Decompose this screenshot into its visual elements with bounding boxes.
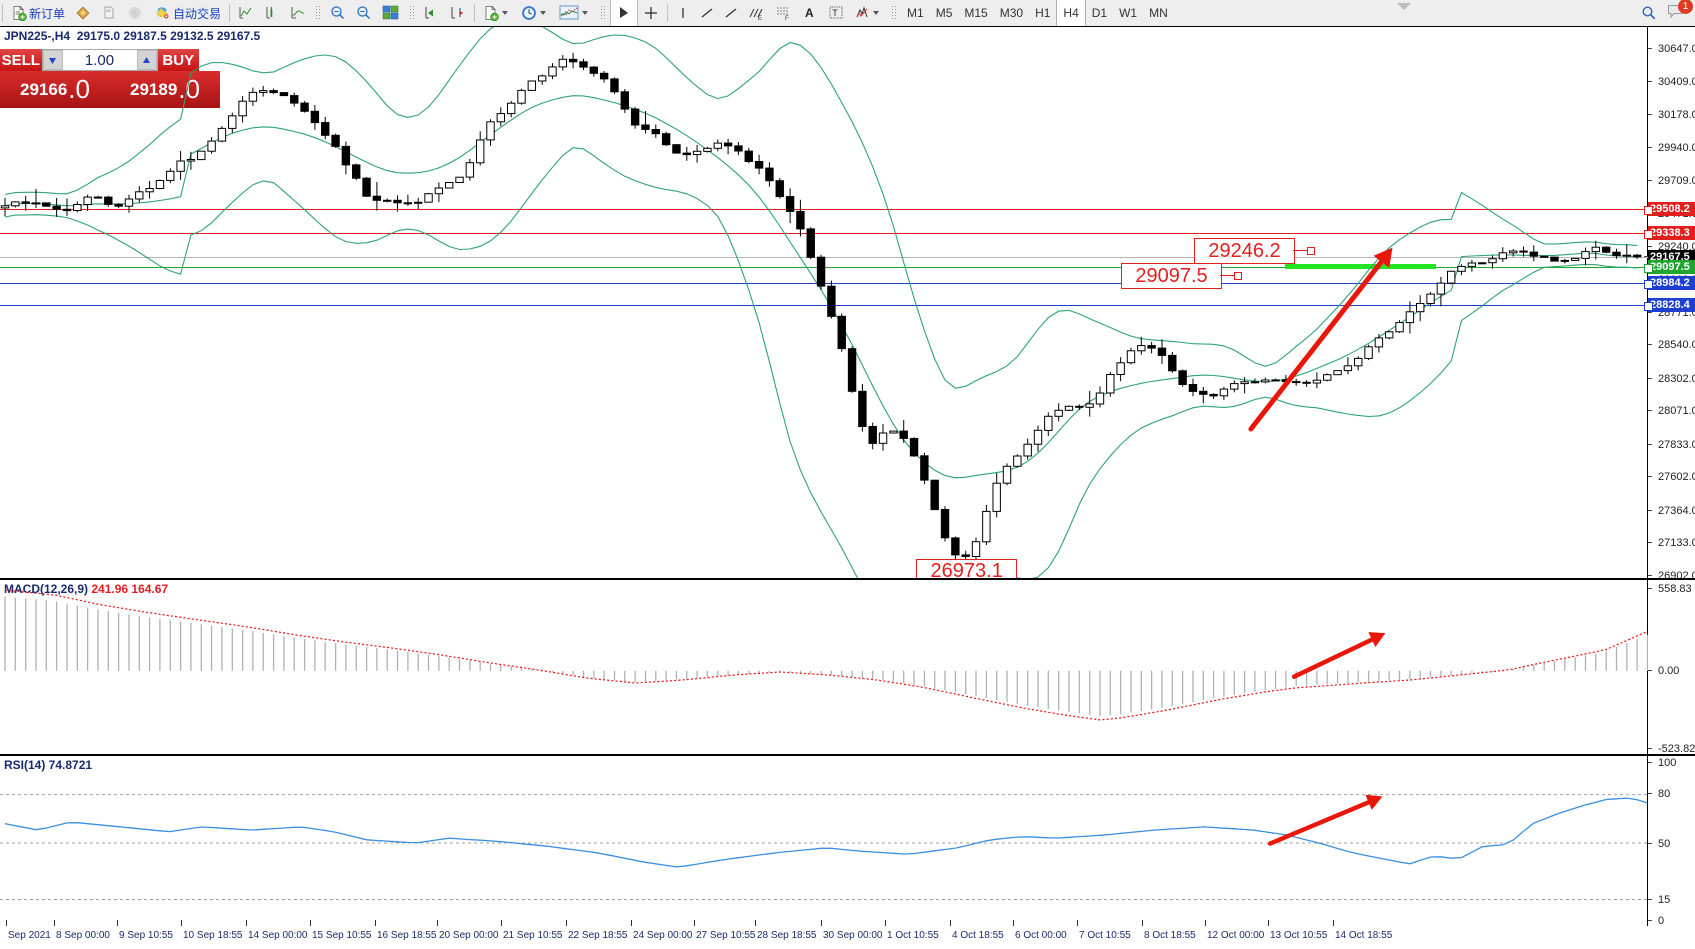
svg-text:T: T: [832, 8, 838, 18]
svg-text:A: A: [805, 6, 814, 20]
svg-text:E: E: [758, 16, 762, 21]
svg-text:F: F: [785, 16, 789, 21]
